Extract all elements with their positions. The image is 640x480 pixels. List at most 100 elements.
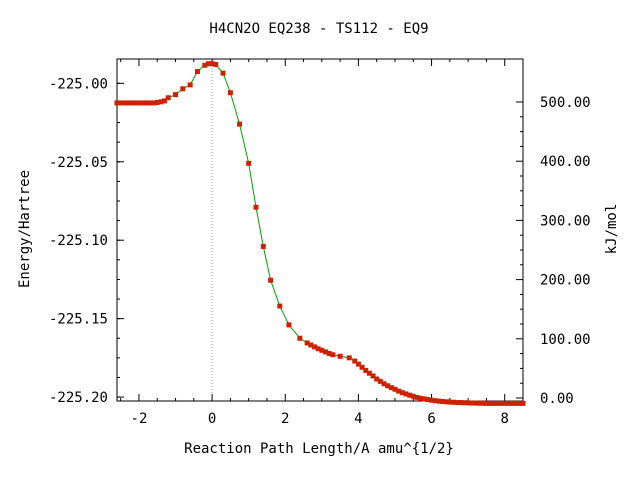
data-point bbox=[268, 277, 274, 283]
x-tick-label: -2 bbox=[131, 411, 148, 427]
data-point bbox=[319, 347, 325, 353]
data-point bbox=[516, 400, 522, 406]
data-point bbox=[194, 69, 200, 75]
data-point bbox=[355, 361, 361, 367]
x-tick-label: 0 bbox=[208, 411, 216, 427]
data-point bbox=[425, 397, 431, 403]
data-point bbox=[399, 390, 405, 396]
data-point bbox=[385, 383, 391, 389]
data-point bbox=[454, 400, 460, 406]
energy-series bbox=[114, 61, 526, 406]
data-point bbox=[520, 400, 526, 406]
data-point bbox=[436, 398, 442, 404]
y2-tick-label: 0.00 bbox=[540, 391, 574, 407]
data-point bbox=[346, 355, 352, 361]
y2-tick-label: 200.00 bbox=[540, 273, 591, 289]
data-point bbox=[403, 391, 409, 397]
data-point bbox=[151, 100, 157, 106]
chart-title: H4CN2O EQ238 - TS112 - EQ9 bbox=[209, 21, 428, 37]
data-point bbox=[220, 70, 226, 76]
data-point bbox=[205, 61, 211, 67]
data-point bbox=[440, 398, 446, 404]
data-point bbox=[461, 400, 467, 406]
data-point bbox=[158, 99, 164, 105]
y2-axis-label: kJ/mol bbox=[604, 204, 620, 255]
data-point bbox=[447, 399, 453, 405]
data-point bbox=[260, 243, 266, 249]
data-point bbox=[326, 350, 332, 356]
y-tick-label: -225.00 bbox=[49, 76, 108, 92]
data-point bbox=[162, 98, 168, 104]
data-point bbox=[381, 381, 387, 387]
plot-border bbox=[116, 58, 524, 402]
data-point bbox=[396, 388, 402, 394]
data-point bbox=[147, 100, 153, 106]
data-point bbox=[374, 376, 380, 382]
data-point bbox=[377, 378, 383, 384]
data-point bbox=[253, 204, 259, 210]
data-point bbox=[330, 352, 336, 358]
x-tick-label: 8 bbox=[500, 411, 508, 427]
y2-axis-ticks: 0.00 100.00 200.00 300.00 400.00 500.00 bbox=[516, 95, 591, 407]
data-point bbox=[410, 393, 416, 399]
data-point bbox=[237, 121, 243, 127]
y-tick-label: -225.10 bbox=[49, 233, 108, 249]
data-point bbox=[202, 62, 208, 68]
plot-frame bbox=[116, 58, 524, 402]
data-point bbox=[143, 100, 149, 106]
x-axis-ticks: -2 0 2 4 6 8 bbox=[131, 59, 509, 427]
minor-ticks bbox=[117, 59, 524, 401]
data-point bbox=[469, 400, 475, 406]
y-axis-label: Energy/Hartree bbox=[17, 170, 33, 288]
data-point bbox=[304, 340, 310, 346]
data-point bbox=[337, 353, 343, 359]
data-point bbox=[121, 100, 127, 106]
data-point bbox=[388, 385, 394, 391]
data-point bbox=[502, 400, 508, 406]
data-point bbox=[458, 400, 464, 406]
data-point bbox=[213, 61, 219, 67]
data-point bbox=[487, 400, 493, 406]
data-point bbox=[209, 61, 215, 67]
data-point bbox=[308, 342, 314, 348]
data-point bbox=[136, 100, 142, 106]
data-point bbox=[140, 100, 146, 106]
data-point bbox=[483, 400, 489, 406]
data-point bbox=[443, 399, 449, 405]
data-point bbox=[315, 346, 321, 352]
data-point bbox=[154, 99, 160, 105]
data-point bbox=[352, 358, 358, 364]
data-point bbox=[322, 349, 328, 355]
data-point bbox=[392, 386, 398, 392]
data-point bbox=[187, 82, 193, 88]
data-point bbox=[432, 398, 438, 404]
data-point bbox=[165, 95, 171, 101]
data-point bbox=[286, 322, 292, 328]
data-point bbox=[407, 392, 413, 398]
x-tick-label: 6 bbox=[427, 411, 435, 427]
y2-tick-label: 500.00 bbox=[540, 95, 591, 111]
y-tick-label: -225.15 bbox=[49, 312, 108, 328]
data-point bbox=[118, 100, 124, 106]
data-point bbox=[498, 400, 504, 406]
data-point bbox=[173, 92, 179, 98]
y2-tick-label: 400.00 bbox=[540, 154, 591, 170]
data-point bbox=[491, 400, 497, 406]
data-point bbox=[414, 394, 420, 400]
data-point bbox=[366, 370, 372, 376]
data-point bbox=[509, 400, 515, 406]
data-point bbox=[451, 399, 456, 405]
data-point bbox=[125, 100, 131, 106]
data-point bbox=[246, 160, 252, 166]
y-tick-label: -225.20 bbox=[49, 390, 108, 406]
data-point bbox=[429, 397, 435, 403]
y-tick-label: -225.05 bbox=[49, 155, 108, 171]
y-axis-ticks: -225.00 -225.05 -225.10 -225.15 -225.20 bbox=[49, 76, 124, 406]
data-point bbox=[359, 364, 365, 370]
data-point bbox=[277, 303, 283, 309]
y2-tick-label: 100.00 bbox=[540, 332, 591, 348]
data-point bbox=[465, 400, 471, 406]
data-point bbox=[227, 90, 233, 96]
x-tick-label: 4 bbox=[354, 411, 362, 427]
